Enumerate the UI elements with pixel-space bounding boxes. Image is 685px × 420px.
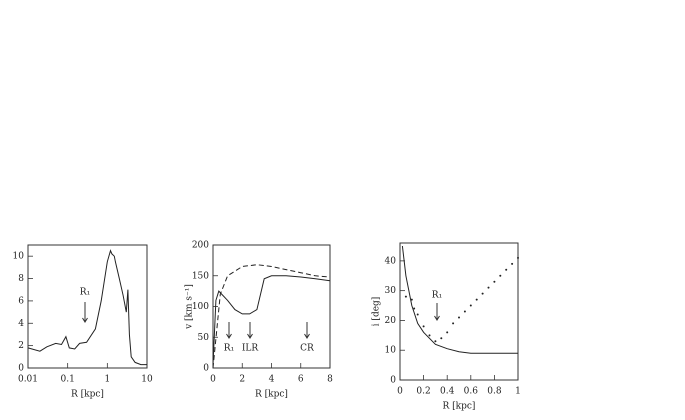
arrow-head (226, 333, 232, 339)
data-point (446, 331, 449, 334)
arrow-head (434, 315, 440, 321)
data-line (212, 264, 331, 369)
annotation: R₁ (80, 288, 90, 298)
x-tick-label: 0 (210, 375, 216, 385)
data-point (413, 307, 416, 310)
data-point (469, 304, 472, 307)
data-point (511, 262, 514, 265)
x-tick-label: 10 (141, 375, 153, 385)
x-axis-label: R [kpc] (71, 390, 104, 400)
data-point (410, 298, 413, 301)
data-point (499, 274, 502, 277)
x-tick-label: 4 (269, 375, 275, 385)
data-point (493, 280, 496, 283)
y-tick-label: 10 (13, 252, 25, 262)
data-point (505, 268, 508, 271)
y-tick-label: 50 (198, 333, 210, 343)
data-point (404, 295, 407, 298)
y-tick-label: 0 (203, 364, 209, 374)
y-axis-label: i [deg] (372, 297, 382, 327)
x-axis-label: R [kpc] (443, 402, 476, 412)
y-tick-label: 0 (18, 364, 24, 374)
annotation: R₁ (432, 291, 442, 301)
data-line (401, 245, 518, 354)
annotation: CR (300, 344, 314, 354)
arrow-head (304, 333, 310, 339)
data-point (452, 322, 455, 325)
data-line (27, 249, 147, 366)
y-tick-label: 200 (192, 241, 209, 251)
y-tick-label: 20 (385, 316, 397, 326)
arrow-head (82, 317, 88, 323)
x-tick-label: 1 (104, 375, 110, 385)
x-tick-label: 0.2 (416, 387, 430, 397)
x-tick-label: 0.01 (18, 375, 38, 385)
plot-frame (27, 244, 148, 369)
y-axis-label: v [km s⁻¹] (185, 284, 195, 330)
data-point (434, 340, 437, 343)
x-axis-label: R [kpc] (255, 390, 288, 400)
arrow-head (247, 333, 253, 339)
data-point (463, 310, 466, 313)
x-tick-label: 2 (239, 375, 245, 385)
x-tick-label: 0 (397, 387, 403, 397)
y-tick-label: 8 (18, 274, 24, 284)
y-tick-label: 40 (385, 256, 397, 266)
annotation: ILR (242, 344, 259, 354)
y-tick-label: 100 (192, 302, 209, 312)
x-tick-label: 0.6 (464, 387, 479, 397)
data-point (458, 316, 460, 319)
x-tick-label: 6 (298, 375, 304, 385)
y-tick-label: 30 (385, 286, 397, 296)
data-point (481, 292, 484, 295)
y-tick-label: 4 (18, 319, 24, 329)
data-point (428, 334, 431, 337)
data-point (422, 325, 425, 328)
x-tick-label: 0.4 (440, 387, 455, 397)
y-tick-label: 150 (192, 271, 209, 281)
y-tick-label: 6 (18, 296, 24, 306)
y-tick-label: 0 (390, 376, 396, 386)
y-tick-label: 10 (385, 346, 397, 356)
data-point (487, 286, 490, 289)
data-line (212, 275, 331, 365)
data-point (416, 313, 419, 316)
annotation: R₁ (224, 344, 234, 354)
x-tick-label: 1 (515, 387, 521, 397)
x-tick-label: 0.8 (487, 387, 502, 397)
data-point (440, 337, 443, 340)
data-point (475, 298, 478, 301)
y-tick-label: 2 (18, 341, 24, 351)
data-point (517, 256, 519, 259)
x-tick-label: 0.1 (61, 375, 75, 385)
plot-frame (399, 242, 519, 381)
x-tick-label: 8 (327, 375, 333, 385)
